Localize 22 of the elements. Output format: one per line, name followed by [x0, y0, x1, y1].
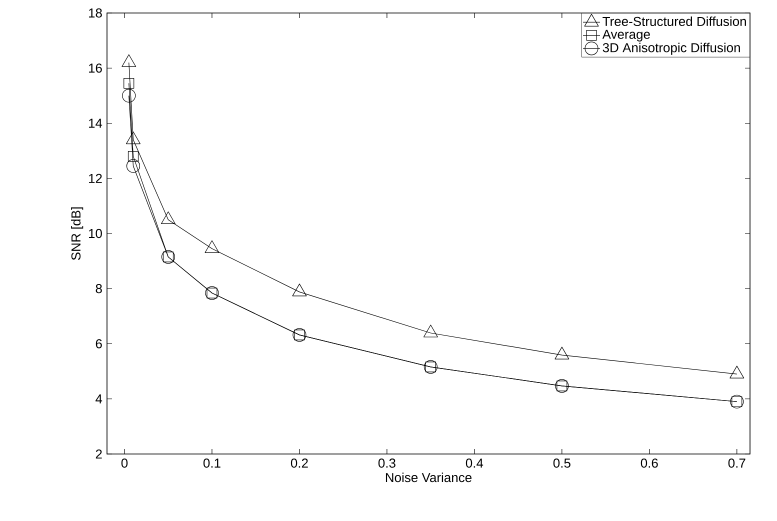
y-tick-label: 14 — [88, 118, 102, 128]
y-axis-title: SNR [dB] — [71, 207, 84, 260]
x-tick-label: 0.3 — [378, 458, 396, 468]
y-tick-label: 16 — [88, 64, 102, 73]
y-tick-label: 10 — [88, 228, 102, 238]
legend-label: 3D Anisotropic Diffusion — [602, 42, 740, 55]
x-tick-label: 0.6 — [640, 458, 658, 468]
x-tick-label: 0 — [121, 458, 128, 468]
x-tick-label: 0.4 — [466, 458, 484, 468]
y-tick-label: 2 — [96, 449, 102, 459]
x-tick-label: 0.5 — [553, 458, 570, 468]
y-tick-label: 8 — [96, 284, 102, 294]
y-tick-label: 6 — [96, 339, 102, 348]
y-tick-label: 12 — [88, 174, 102, 183]
legend-label: Tree-Structured Diffusion — [602, 16, 746, 26]
y-tick-label: 18 — [88, 8, 102, 18]
legend-label: Average — [602, 30, 650, 42]
x-tick-label: 0.7 — [728, 458, 746, 468]
x-axis-title: Noise Variance — [386, 472, 472, 482]
y-tick-label: 4 — [96, 394, 102, 404]
x-tick-label: 0.1 — [203, 458, 220, 468]
x-tick-label: 0.2 — [290, 458, 308, 468]
